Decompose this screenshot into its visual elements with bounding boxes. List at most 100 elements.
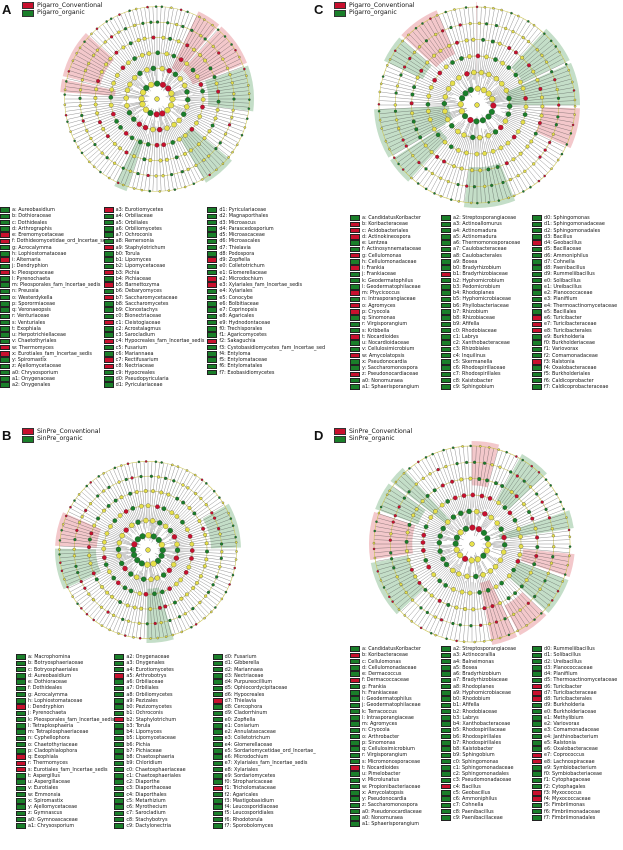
taxon-legend-item: c1: Chaetosphaeriales [114,773,210,779]
tree-branch [375,545,463,558]
tree-node [454,605,459,610]
tree-node [192,511,197,516]
tree-node [500,484,505,488]
tree-node [88,160,91,164]
tree-branch [160,515,230,545]
tree-node [516,174,520,178]
taxon-label: d6: Hypocreales [224,691,265,698]
tree-branch [417,564,459,626]
taxon-color-swatch [350,309,360,315]
tree-node [161,506,167,511]
taxon-label: o: Agromyces [362,302,396,309]
tree-node [480,87,487,94]
taxon-label: b4: Rhodoplanes [453,290,495,296]
taxon-label: e2: Planococcaceae [544,290,593,296]
tree-node [459,166,464,171]
tree-node [118,600,123,604]
taxon-legend-item: d3: Nectriaceae [212,673,309,679]
taxon-label: a0: Gymnoascaceae [28,816,78,823]
taxon-legend-item: z: Ajellomycetaceae [0,363,102,369]
taxon-label: a0: Nonomuraea [362,814,403,821]
taxon-legend-item: f2: Agaricales [212,792,309,798]
tree-node [462,90,469,97]
taxon-legend-item: f4: Oxalobacteraceae [532,365,621,371]
tree-node [451,621,455,626]
tree-node [543,579,547,583]
tree-node [217,527,221,531]
tree-node [223,132,228,136]
taxon-color-swatch [16,810,26,817]
tree-node [515,559,521,564]
taxon-legend-item: g: Frankia [350,684,439,690]
tree-node [531,69,536,74]
tree-node [129,135,135,141]
taxon-label: a1: Sphaerisporangium [362,383,420,390]
taxon-label: c7: Rhodospirillales [453,371,501,378]
taxon-color-swatch [103,288,114,295]
tree-branch [102,474,142,539]
tree-node [172,479,176,483]
tree-node [409,567,414,572]
tree-node [458,23,462,27]
taxon-label: c2: Xanthobacteraceae [453,340,510,346]
taxon-color-swatch [532,309,542,315]
taxon-legend-item: w: Thermomyces [0,345,102,351]
tree-node [533,594,537,599]
taxon-color-swatch [207,344,218,351]
taxon-legend-item: b7: Rhodospirillales [441,740,530,746]
taxon-color-swatch [350,271,360,278]
taxon-color-swatch [350,721,360,727]
tree-node [467,54,472,59]
taxon-color-swatch [532,321,542,328]
taxon-legend-item: b: Dothioraceae [0,213,102,219]
tree-node [469,201,473,205]
taxon-legend-item: a5: Orbiliales [103,220,206,226]
tree-node [421,476,425,480]
tree-node [556,158,560,162]
taxon-label: p: Sporormiaceae [12,300,56,307]
taxon-legend-item: a4: Eurotiomycetes [114,667,210,673]
tree-node [456,571,462,577]
taxon-legend-item: e2: Variovorax [532,721,621,727]
taxon-label: c6: Rhodospirillaceae [453,365,506,371]
tree-node [540,612,543,615]
tree-node [175,22,179,27]
taxon-label: d0: Fusarium [224,654,257,660]
tree-node [124,634,127,637]
tree-node [478,445,482,448]
taxon-label: f5: Leucosporidiales [224,810,274,817]
tree-node [465,184,469,188]
tree-node [149,637,152,640]
taxon-legend-item: p: Sinomonas [350,740,439,746]
taxon-label: c6: Ammoniphilus [453,796,497,802]
tree-node [153,111,160,118]
taxon-label: d5: Microascaceae [219,232,265,238]
tree-node [377,109,381,113]
taxon-label: x: Amycolatopsis [362,789,404,796]
tree-branch [379,96,461,104]
legend-item: SinPre_Conventional [22,428,100,436]
tree-node [429,150,434,155]
tree-node [388,147,391,151]
tree-node [183,612,187,616]
tree-node [485,588,491,593]
tree-node [210,610,213,614]
legend-label: SinPre_organic [37,435,83,443]
tree-node [445,637,448,641]
tree-node [424,39,429,43]
tree-node [537,471,541,474]
taxon-label: y: Saccharomonospora [362,365,418,371]
tree-node [136,172,140,176]
tree-node [161,142,167,147]
tree-node [208,173,211,177]
taxon-legend-item: f3: Ralstonia [532,359,621,365]
tree-node [128,588,134,594]
tree-node [91,598,96,602]
tree-branch [403,40,468,97]
taxon-color-swatch [0,376,10,382]
clade-wedge [479,579,518,645]
tree-branch [499,128,545,176]
tree-node [462,113,469,120]
taxon-color-swatch [207,288,218,295]
taxon-legend-item: i: Frankia [350,265,439,271]
